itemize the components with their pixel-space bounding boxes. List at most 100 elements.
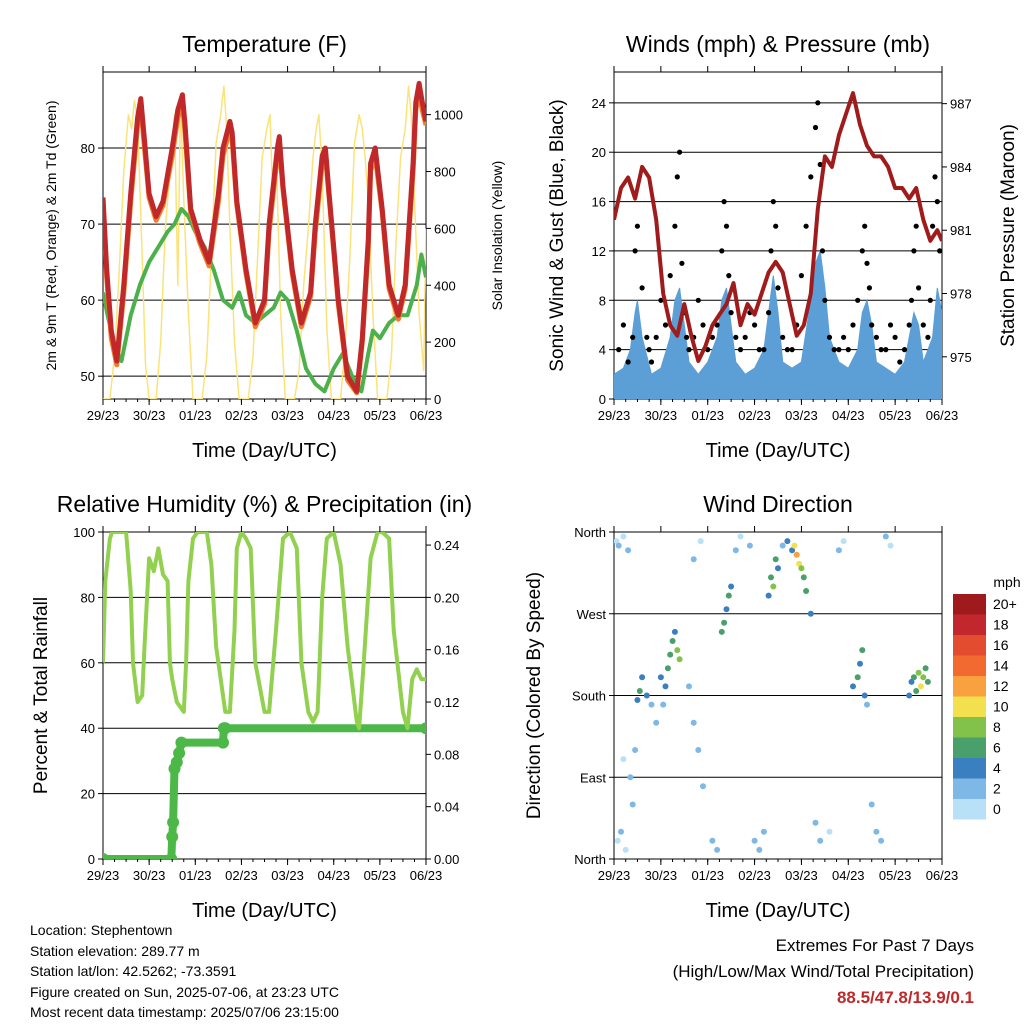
gust-point xyxy=(937,248,942,254)
gust-point xyxy=(723,223,730,229)
series-humidity xyxy=(103,532,426,731)
direction-point xyxy=(671,628,678,635)
series-insolation xyxy=(103,85,426,399)
direction-point xyxy=(924,678,931,685)
gust-point xyxy=(901,347,908,353)
direction-point xyxy=(857,660,863,667)
plot-area xyxy=(103,80,426,399)
gust-point xyxy=(864,260,870,266)
gust-point xyxy=(831,347,837,353)
direction-point xyxy=(868,801,875,808)
y2-tick-label: 0.04 xyxy=(434,800,459,815)
precip-point xyxy=(166,830,179,843)
y-tick-label: 80 xyxy=(81,141,95,156)
direction-point xyxy=(798,565,805,572)
latest-timestamp: Most recent data timestamp: 2025/07/06 2… xyxy=(30,1004,339,1020)
legend-label: 8 xyxy=(993,719,1001,735)
x-tick-label: 02/23 xyxy=(738,408,771,423)
direction-point xyxy=(620,756,627,763)
gust-point xyxy=(817,161,823,168)
direction-point xyxy=(636,688,643,694)
legend-swatch xyxy=(953,778,986,799)
panel-3: Relative Humidity (%) & Precipitation (i… xyxy=(31,491,472,922)
x-tick-label: 30/23 xyxy=(133,408,166,423)
gust-point xyxy=(679,260,685,266)
direction-point xyxy=(669,638,676,644)
legend-swatch xyxy=(953,696,986,717)
y-tick-label: 20 xyxy=(81,787,95,802)
gust-point xyxy=(815,100,821,106)
gust-point xyxy=(927,297,933,303)
x-tick-label: 01/23 xyxy=(691,408,724,423)
legend-label: 4 xyxy=(993,760,1001,776)
gust-point xyxy=(836,347,842,353)
gust-point xyxy=(684,334,690,340)
gust-point xyxy=(878,347,884,353)
gust-point xyxy=(721,199,727,205)
direction-point xyxy=(690,556,697,563)
series-pressure xyxy=(614,91,942,363)
legend-label: 18 xyxy=(993,617,1009,633)
direction-point xyxy=(915,669,922,676)
x-tick-label: 30/23 xyxy=(645,868,678,883)
gust-point xyxy=(775,285,781,291)
direction-point xyxy=(728,583,735,590)
y2-tick-label: 600 xyxy=(434,221,456,236)
legend-label: 6 xyxy=(993,740,1001,756)
direction-point xyxy=(660,701,667,708)
direction-point xyxy=(664,665,671,672)
y2-tick-label: 0.24 xyxy=(434,538,459,553)
x-tick-label: 04/23 xyxy=(832,408,865,423)
gust-point xyxy=(862,223,868,229)
direction-point xyxy=(772,556,779,563)
legend-swatch xyxy=(953,799,986,820)
y-axis-label: Direction (Colored By Speed) xyxy=(524,572,545,819)
gust-point xyxy=(646,347,652,353)
legend-label: 2 xyxy=(993,781,1001,797)
direction-point xyxy=(700,783,706,790)
x-tick-label: 06/23 xyxy=(410,868,443,883)
legend-swatch xyxy=(953,655,986,676)
gust-point xyxy=(873,334,880,340)
y-tick-label: 80 xyxy=(81,590,95,605)
y-tick-label: South xyxy=(572,689,606,704)
y2-tick-label: 0.12 xyxy=(434,695,459,710)
x-tick-label: 01/23 xyxy=(179,408,212,423)
gust-point xyxy=(686,347,692,353)
gust-point xyxy=(784,347,791,353)
y-tick-label: 40 xyxy=(81,721,95,736)
gust-point xyxy=(737,347,744,353)
direction-point xyxy=(817,837,824,844)
direction-point xyxy=(835,547,842,554)
gust-point xyxy=(719,248,725,254)
y-tick-label: 50 xyxy=(81,369,95,384)
plot-area xyxy=(103,532,426,859)
y-tick-label: 70 xyxy=(81,217,95,232)
direction-point xyxy=(826,828,833,835)
y-tick-label: 60 xyxy=(81,293,95,308)
direction-point xyxy=(674,647,681,654)
gust-point xyxy=(798,273,805,279)
gust-point xyxy=(653,334,659,340)
gust-point xyxy=(859,248,865,254)
legend-title: mph xyxy=(993,574,1020,590)
gust-point xyxy=(752,322,758,328)
direction-point xyxy=(648,701,655,708)
legend-swatch xyxy=(953,737,986,758)
series-dewpoint xyxy=(103,206,426,394)
y2-axis-label: Station Pressure (Maroon) xyxy=(998,124,1019,347)
gust-point xyxy=(728,310,734,316)
legend-label: 20+ xyxy=(993,596,1017,612)
x-tick-label: 29/23 xyxy=(87,408,120,423)
series-temperature_9m xyxy=(103,88,426,396)
gust-point xyxy=(625,359,631,365)
legend-label: 16 xyxy=(993,637,1009,653)
extremes-box: Extremes For Past 7 Days (High/Low/Max W… xyxy=(673,933,974,1011)
y-axis-label: Percent & Total Rainfall xyxy=(31,597,52,794)
y2-tick-label: 0.00 xyxy=(434,852,459,867)
panel-title: Relative Humidity (%) & Precipitation (i… xyxy=(57,491,472,517)
gust-point xyxy=(916,285,922,291)
direction-point xyxy=(784,538,791,545)
